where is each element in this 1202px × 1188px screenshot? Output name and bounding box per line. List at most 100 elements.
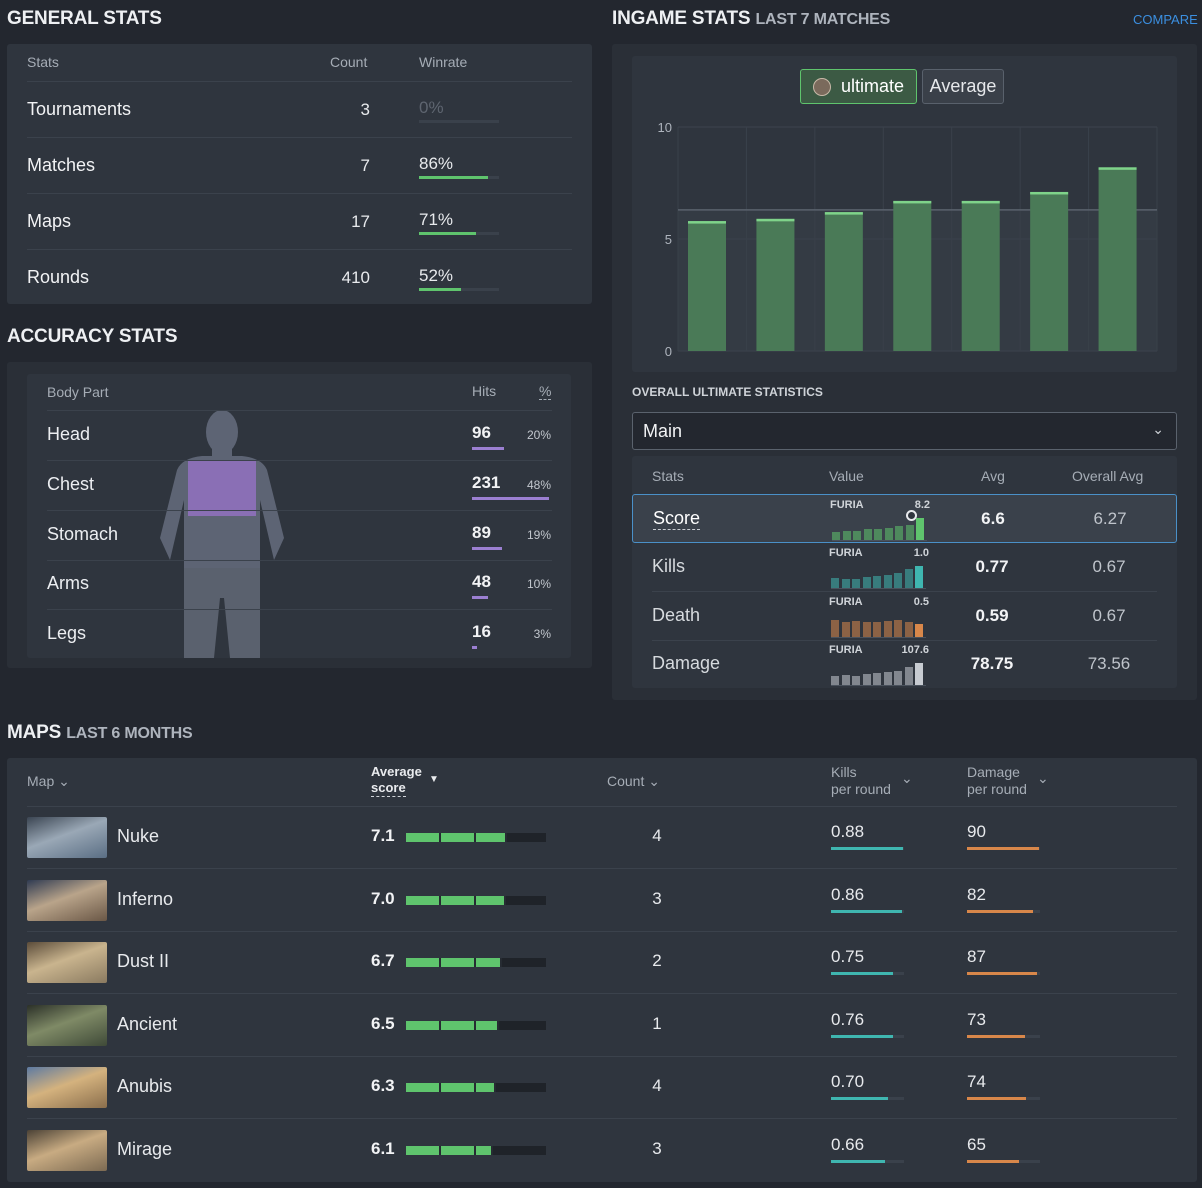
score-bar	[406, 895, 546, 905]
overall-stats-row[interactable]: Kills FURIA 1.0 0.77 0.67	[632, 543, 1177, 592]
score-bar-segment	[406, 895, 439, 905]
winrate-bar-fill	[419, 232, 476, 235]
score-bar	[406, 1083, 546, 1092]
overall-row-label: Kills	[652, 555, 686, 576]
sparkline-bar	[853, 531, 861, 540]
score-bar-segment	[476, 833, 506, 842]
map-score: 6.5	[371, 1013, 395, 1033]
general-row-winrate: 52%	[419, 266, 454, 285]
dpr-bar	[967, 972, 1040, 975]
map-name: Dust II	[117, 951, 170, 971]
table-row[interactable]: Mirage 6.1 3 0.66 65	[7, 1120, 1197, 1182]
score-bar-top	[756, 218, 795, 222]
score-bar[interactable]	[824, 212, 863, 351]
score-bar[interactable]	[688, 221, 726, 351]
sparkline-bar	[874, 529, 882, 540]
overall-stats-row[interactable]: Damage FURIA 107.6 78.75 73.56	[632, 640, 1177, 689]
divider	[47, 609, 552, 611]
general-row-count: 3	[360, 100, 370, 119]
sparkline-bar	[884, 528, 893, 540]
compare-link[interactable]: COMPARE	[1133, 12, 1198, 27]
sparkline-bar	[862, 576, 871, 588]
sparkline-bar	[852, 620, 860, 637]
hits-percent: 3%	[533, 627, 551, 642]
body-part-label: Chest	[47, 473, 95, 494]
table-row: Rounds 410 52%	[7, 250, 592, 306]
kpr-column-header[interactable]: Kills per round ⌄	[831, 764, 913, 797]
y-tick-label: 5	[665, 232, 672, 247]
map-thumbnail	[27, 1067, 107, 1108]
score-bar[interactable]	[893, 200, 932, 351]
hits-value: 16	[472, 622, 491, 642]
team-value: 107.6	[901, 644, 929, 657]
dpr-column-header[interactable]: Damage per round ⌄	[967, 764, 1049, 797]
map-dpr: 90	[967, 822, 986, 841]
toggle-average-label: Average	[929, 76, 997, 96]
sparkline-bar	[883, 620, 892, 637]
sparkline-bar	[862, 621, 871, 637]
chevron-down-icon: ⌄	[1152, 421, 1164, 437]
overall-row-overall: 0.67	[1092, 605, 1126, 625]
winrate-bar	[419, 120, 499, 123]
general-row-winrate: 0%	[419, 98, 444, 117]
map-kpr: 0.86	[831, 884, 865, 904]
divider	[27, 1055, 1177, 1057]
team-label: FURIA	[829, 644, 863, 657]
table-row: Arms 48 10%	[27, 560, 571, 611]
sparkline	[831, 659, 926, 687]
sparkline-bar	[863, 529, 872, 540]
general-row-count: 17	[351, 212, 370, 231]
divider	[27, 868, 1177, 869]
score-bar-rest	[493, 1145, 546, 1155]
table-row[interactable]: Dust II 6.7 2 0.75 87	[7, 932, 1197, 994]
dpr-bar	[967, 909, 1040, 913]
general-stats-panel: Stats Count Winrate Tournaments 3 0% Matche…	[7, 44, 592, 304]
toggle-average-button[interactable]: Average	[922, 69, 1004, 104]
body-silhouette-icon	[160, 410, 284, 658]
toggle-player-button[interactable]: ultimate	[800, 69, 917, 104]
maps-title-main: MAPS	[7, 722, 62, 743]
table-row[interactable]: Ancient 6.5 1 0.76 73	[7, 995, 1197, 1057]
score-bar-top	[893, 200, 932, 204]
kpr-bar-fill	[831, 972, 893, 975]
score-bar-segment	[406, 1083, 439, 1092]
stats-select[interactable]: Main ⌄	[632, 412, 1177, 450]
score-bar[interactable]	[756, 218, 795, 351]
hits-percent: 19%	[526, 527, 551, 542]
percent-header[interactable]: %	[539, 383, 552, 400]
score-bar[interactable]	[961, 200, 1000, 351]
marker-icon	[906, 510, 917, 521]
hits-bar-fill	[472, 646, 477, 650]
table-row: Tournaments 3 0%	[7, 82, 592, 138]
divider	[47, 460, 552, 461]
body-part-label: Arms	[47, 573, 89, 594]
average-score-header[interactable]: Average score ▼	[371, 764, 439, 797]
sparkline-bar	[904, 621, 913, 637]
score-bar	[406, 958, 546, 967]
chevron-down-icon: ⌄	[58, 773, 70, 789]
score-bar-segment	[441, 958, 474, 967]
dpr-bar-fill	[967, 847, 1039, 850]
map-kpr: 0.88	[831, 822, 865, 841]
maps-panel: Map ⌄ Average score ▼ Count ⌄ Kills per r…	[7, 758, 1197, 1182]
overall-stats-row[interactable]: Score FURIA 8.2 6.6 6.27	[632, 494, 1177, 543]
count-column-header[interactable]: Count ⌄	[607, 773, 660, 789]
score-bar[interactable]	[1030, 191, 1069, 351]
sparkline-bar	[916, 518, 924, 540]
map-column-header[interactable]: Map ⌄	[27, 773, 70, 789]
hits-bar-fill	[472, 546, 503, 550]
overall-stats-row[interactable]: Death FURIA 0.5 0.59 0.67	[632, 592, 1177, 641]
table-row[interactable]: Nuke 7.1 4 0.88 90	[7, 807, 1197, 869]
toggle-player-label: ultimate	[841, 76, 905, 96]
map-kpr: 0.76	[831, 1009, 865, 1029]
team-label: FURIA	[829, 595, 863, 608]
score-bar-segment	[476, 895, 504, 905]
sparkline-bar	[904, 568, 913, 588]
score-bar[interactable]	[1098, 167, 1137, 351]
sparkline-bar	[841, 675, 850, 686]
body-part-label: Head	[47, 424, 91, 444]
sparkline-bar	[894, 619, 902, 637]
table-row[interactable]: Anubis 6.3 4 0.70 74	[7, 1057, 1197, 1119]
kpr-bar	[831, 847, 904, 850]
table-row[interactable]: Inferno 7.0 3 0.86 82	[7, 870, 1197, 932]
